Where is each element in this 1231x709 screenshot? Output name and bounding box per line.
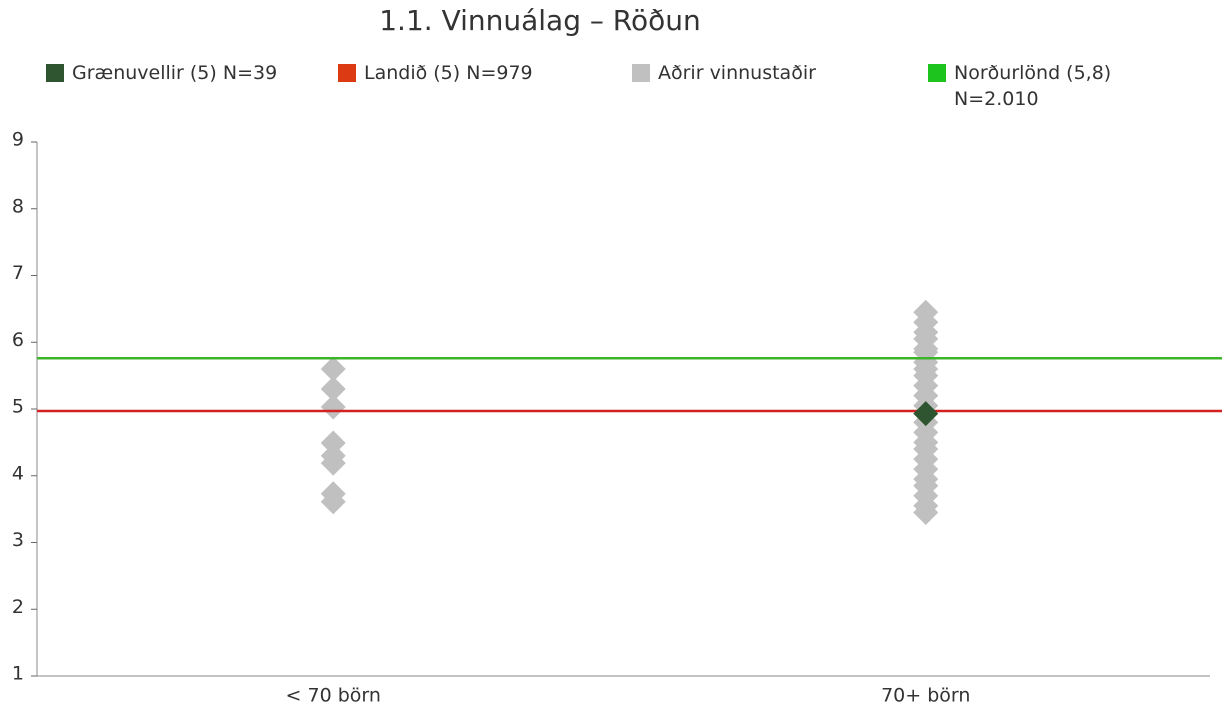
chart-title: 1.1. Vinnuálag – Röðun [379, 4, 701, 37]
legend-label: Landið (5) N=979 [364, 62, 533, 84]
legend-swatch [338, 64, 356, 82]
point [320, 394, 346, 420]
y-tick-label: 4 [12, 462, 24, 484]
point [320, 430, 346, 456]
point [320, 489, 346, 515]
legend-label: Norðurlönd (5,8) N=2.010 [954, 62, 1112, 110]
point [913, 499, 939, 525]
point [320, 450, 346, 476]
legend-label: Aðrir vinnustaðir [658, 62, 816, 84]
x-tick-label: < 70 börn [286, 685, 381, 707]
y-tick-label: 2 [12, 596, 24, 618]
legend-label: Grænuvellir (5) N=39 [72, 62, 278, 84]
y-tick-label: 7 [12, 262, 24, 284]
y-tick-label: 3 [12, 529, 24, 551]
legend-swatch [46, 64, 64, 82]
x-tick-label: 70+ börn [881, 685, 970, 707]
y-tick-label: 1 [12, 663, 24, 685]
legend-item: Norðurlönd (5,8) N=2.010 [928, 60, 1128, 112]
legend-item: Landið (5) N=979 [338, 60, 618, 86]
y-tick-label: 5 [12, 396, 24, 418]
y-tick-label: 8 [12, 195, 24, 217]
legend-item: Aðrir vinnustaðir [632, 60, 912, 86]
legend-swatch [632, 64, 650, 82]
legend-swatch [928, 64, 946, 82]
point [913, 401, 939, 427]
legend-item: Grænuvellir (5) N=39 [46, 60, 326, 86]
y-tick-label: 6 [12, 329, 24, 351]
point [320, 356, 346, 382]
point [320, 376, 346, 402]
y-tick-label: 9 [12, 129, 24, 151]
